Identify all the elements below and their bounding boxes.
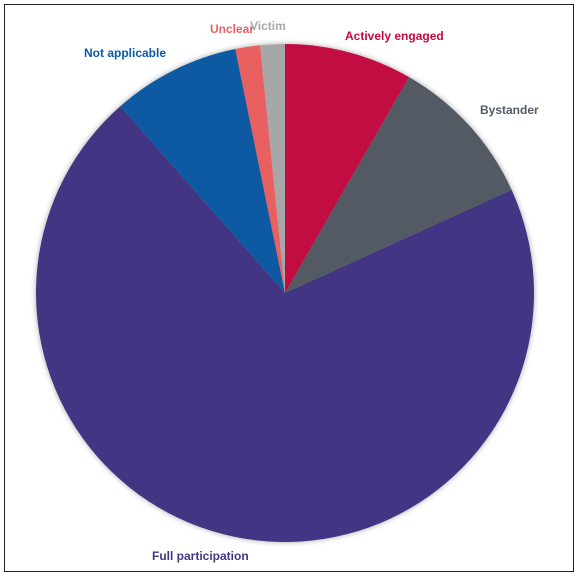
pie-slice-full-participation xyxy=(36,106,535,542)
pie-slice-bystander xyxy=(285,77,512,293)
slice-label-not-applicable: Not applicable xyxy=(84,46,166,60)
slice-label-full-participation: Full participation xyxy=(152,549,249,563)
pie-slice-victim xyxy=(260,44,285,293)
pie-slice-not-applicable xyxy=(120,49,285,293)
slice-label-actively-engaged: Actively engaged xyxy=(345,29,444,43)
slice-label-victim: Victim xyxy=(250,19,286,33)
slice-label-bystander: Bystander xyxy=(480,103,539,117)
slice-label-unclear: Unclear xyxy=(210,22,254,36)
pie-slice-actively-engaged xyxy=(285,44,410,293)
pie-slice-unclear xyxy=(235,45,285,294)
